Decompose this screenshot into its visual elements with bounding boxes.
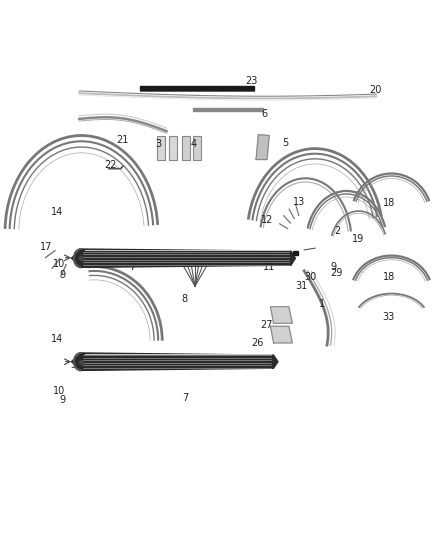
Text: 23: 23 bbox=[246, 76, 258, 86]
Text: 18: 18 bbox=[383, 272, 395, 282]
Polygon shape bbox=[256, 135, 269, 159]
Polygon shape bbox=[141, 86, 254, 90]
Text: 9: 9 bbox=[60, 270, 66, 280]
Text: 14: 14 bbox=[51, 334, 63, 344]
Text: 19: 19 bbox=[352, 235, 364, 245]
Text: 18: 18 bbox=[383, 198, 395, 208]
Polygon shape bbox=[71, 353, 278, 370]
Polygon shape bbox=[293, 251, 297, 255]
Text: 6: 6 bbox=[262, 109, 268, 119]
Text: 17: 17 bbox=[40, 242, 53, 252]
Text: 7: 7 bbox=[182, 392, 188, 402]
Text: 13: 13 bbox=[293, 197, 305, 207]
FancyBboxPatch shape bbox=[182, 135, 190, 159]
Text: 11: 11 bbox=[263, 262, 275, 271]
Polygon shape bbox=[193, 108, 263, 111]
Text: 29: 29 bbox=[330, 268, 343, 278]
Text: 4: 4 bbox=[191, 139, 197, 149]
Text: 31: 31 bbox=[295, 281, 307, 291]
Text: 10: 10 bbox=[53, 386, 65, 396]
FancyBboxPatch shape bbox=[169, 135, 177, 159]
Text: 30: 30 bbox=[304, 272, 316, 282]
FancyBboxPatch shape bbox=[157, 135, 165, 159]
Text: 2: 2 bbox=[335, 226, 341, 236]
Text: 3: 3 bbox=[155, 139, 162, 149]
Text: 7: 7 bbox=[130, 262, 136, 271]
Text: 12: 12 bbox=[261, 215, 273, 225]
Polygon shape bbox=[271, 326, 292, 343]
Text: 27: 27 bbox=[261, 320, 273, 330]
Text: 22: 22 bbox=[105, 160, 117, 170]
Polygon shape bbox=[71, 249, 295, 268]
Text: 9: 9 bbox=[330, 262, 336, 271]
Text: 20: 20 bbox=[370, 85, 382, 95]
Text: 33: 33 bbox=[383, 312, 395, 322]
Text: 10: 10 bbox=[53, 260, 65, 269]
Text: 14: 14 bbox=[51, 207, 63, 217]
Text: 26: 26 bbox=[252, 338, 264, 348]
FancyBboxPatch shape bbox=[193, 135, 201, 159]
Text: 5: 5 bbox=[283, 139, 289, 148]
Text: 1: 1 bbox=[319, 298, 325, 309]
Polygon shape bbox=[271, 306, 292, 323]
Text: 32: 32 bbox=[71, 360, 83, 370]
Text: 21: 21 bbox=[117, 134, 129, 144]
Text: 9: 9 bbox=[60, 395, 66, 405]
Text: 8: 8 bbox=[181, 294, 187, 304]
